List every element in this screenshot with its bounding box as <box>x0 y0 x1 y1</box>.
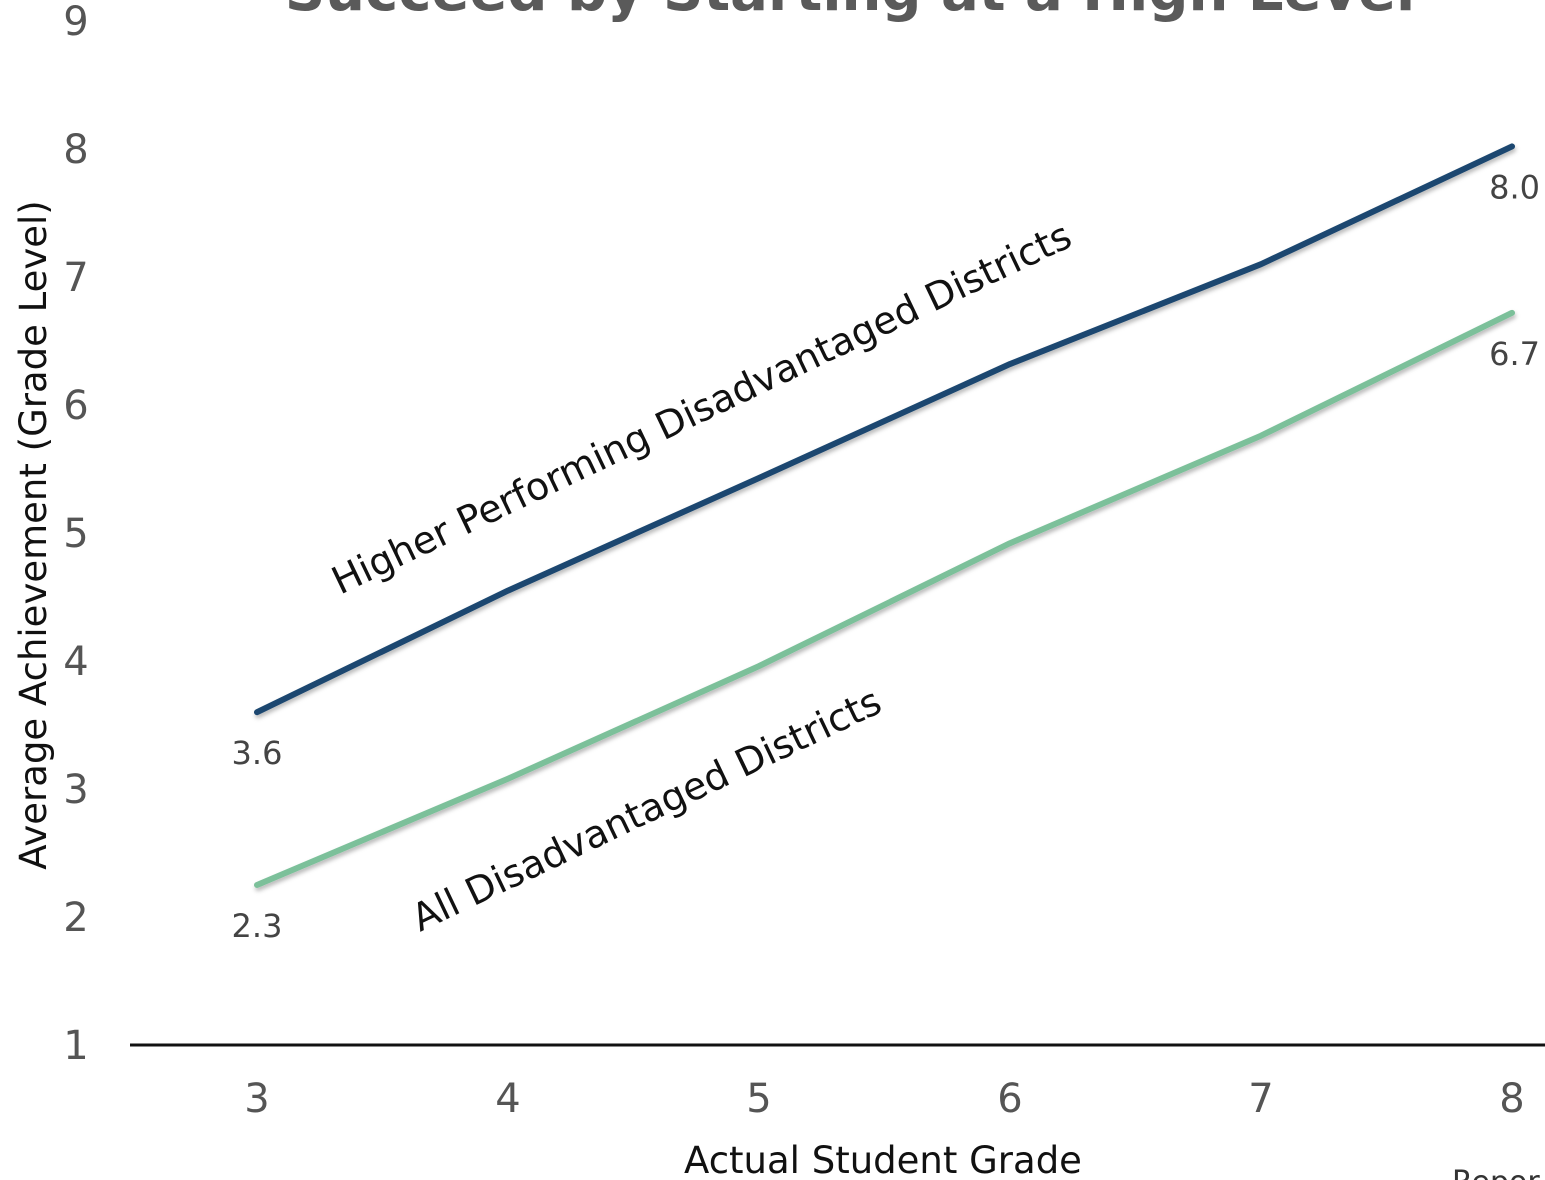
data-label: 6.7 <box>1489 335 1540 373</box>
data-label: 2.3 <box>232 907 283 945</box>
series-lines <box>254 143 1515 888</box>
y-tick-label: 5 <box>63 511 88 557</box>
x-axis-ticks: 3 4 5 6 7 8 <box>244 1076 1524 1122</box>
series-line-higher-performing <box>254 143 1515 716</box>
data-labels: 3.6 8.0 2.3 6.7 <box>232 168 1540 945</box>
y-tick-label: 8 <box>63 127 88 173</box>
x-axis-label: Actual Student Grade <box>684 1139 1082 1180</box>
x-tick-label: 3 <box>244 1076 269 1122</box>
y-tick-label: 9 <box>63 0 88 45</box>
data-label: 3.6 <box>232 734 283 772</box>
y-tick-label: 7 <box>63 255 88 301</box>
y-tick-label: 4 <box>63 639 88 685</box>
x-tick-label: 7 <box>1248 1076 1273 1122</box>
series-line-all-disadvantaged <box>254 309 1515 888</box>
data-label: 8.0 <box>1489 168 1540 206</box>
y-axis-ticks: 1 2 3 4 5 6 7 8 9 <box>63 0 88 1069</box>
corner-footnote-text: Repor <box>1452 1165 1540 1180</box>
chart-title: Succeed by Starting at a High Level <box>285 0 1415 24</box>
y-axis-label: Average Achievement (Grade Level) <box>12 200 55 870</box>
y-tick-label: 6 <box>63 383 88 429</box>
x-tick-label: 4 <box>495 1076 520 1122</box>
y-tick-label: 1 <box>63 1023 88 1069</box>
x-tick-label: 5 <box>746 1076 771 1122</box>
y-tick-label: 2 <box>63 895 88 941</box>
x-tick-label: 8 <box>1499 1076 1524 1122</box>
y-tick-label: 3 <box>63 767 88 813</box>
x-tick-label: 6 <box>997 1076 1022 1122</box>
series-label-higher-performing: Higher Performing Disadvantaged District… <box>325 213 1078 603</box>
